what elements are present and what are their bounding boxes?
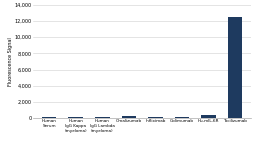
Bar: [42, 117, 57, 118]
Bar: [68, 117, 83, 118]
Bar: [148, 117, 163, 118]
Bar: [228, 17, 242, 118]
Y-axis label: Fluorescence Signal: Fluorescence Signal: [8, 37, 13, 86]
Bar: [201, 115, 216, 118]
Bar: [175, 117, 189, 118]
Bar: [95, 117, 110, 118]
Bar: [122, 116, 136, 118]
